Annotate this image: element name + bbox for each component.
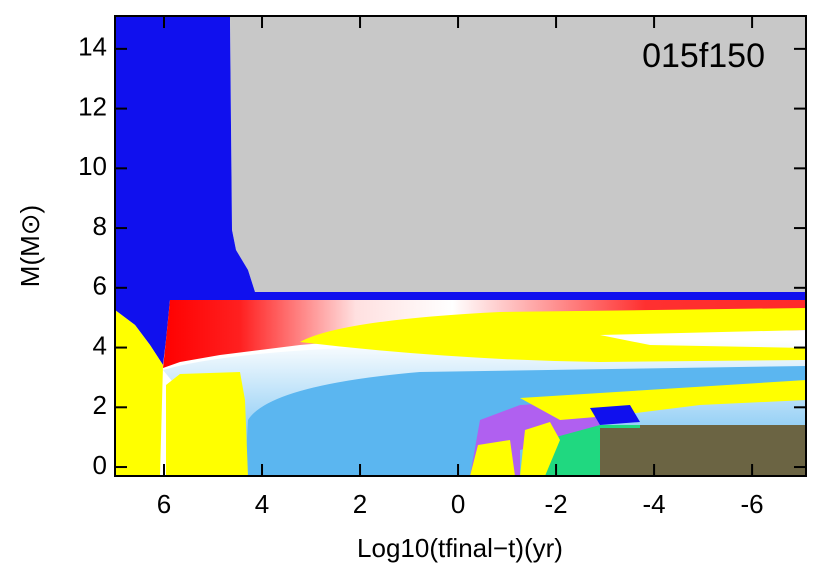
blue-patch <box>590 405 640 425</box>
y-axis-label: M(M⊙) <box>15 205 45 287</box>
x-tick-label: 2 <box>353 489 367 519</box>
y-tick-label: 2 <box>93 390 107 420</box>
x-tick-label: 0 <box>451 489 465 519</box>
x-tick-label: 4 <box>255 489 269 519</box>
yellow-patch-2 <box>520 422 560 476</box>
convective-core-2 <box>166 372 248 476</box>
convective-envelope <box>115 16 806 365</box>
y-tick-label: 0 <box>93 450 107 480</box>
convective-shell <box>300 308 806 362</box>
y-tick-label: 14 <box>78 32 107 62</box>
y-tick-label: 4 <box>93 330 107 360</box>
convective-core <box>115 310 163 476</box>
y-tick-label: 10 <box>78 151 107 181</box>
y-tick-label: 6 <box>93 271 107 301</box>
plot-frame <box>114 15 807 477</box>
olive-zone <box>600 428 806 476</box>
annotation: 015f150 <box>642 37 765 75</box>
x-tick-label: 6 <box>157 489 171 519</box>
surface-region <box>230 16 806 292</box>
olive-zone-2 <box>640 425 806 429</box>
y-tick-label: 8 <box>93 211 107 241</box>
y-tick-label: 12 <box>78 91 107 121</box>
yellow-patch <box>470 440 515 476</box>
x-tick-label: -4 <box>643 489 666 519</box>
x-tick-label: -6 <box>741 489 764 519</box>
x-tick-label: -2 <box>545 489 568 519</box>
x-axis-label: Log10(tfinal−t)(yr) <box>357 533 563 563</box>
regions <box>115 16 806 476</box>
